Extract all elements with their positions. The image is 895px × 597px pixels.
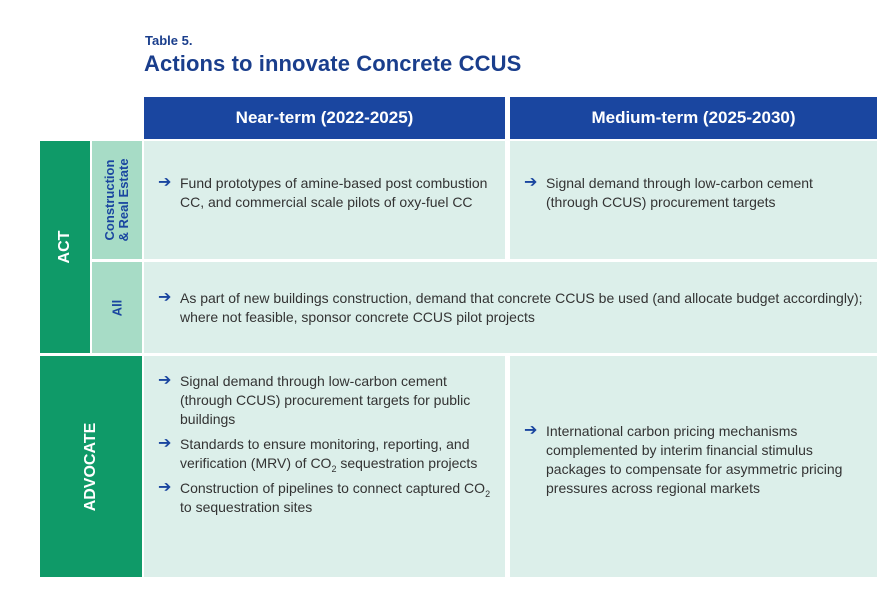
bullet-text: Signal demand through low-carbon cement … [546, 175, 813, 210]
bullet-item: ➔ As part of new buildings construction,… [158, 289, 863, 327]
column-header-near-term: Near-term (2022-2025) [144, 97, 505, 139]
row-label-construction-text: Construction & Real Estate [102, 158, 131, 242]
cell-advocate-near-term: ➔ Signal demand through low-carbon cemen… [144, 356, 505, 577]
cell-construction-medium-term: ➔ Signal demand through low-carbon cemen… [510, 141, 877, 259]
arrow-icon: ➔ [524, 174, 538, 191]
row-label-all: All [92, 262, 142, 353]
cell-all-spanning: ➔ As part of new buildings construction,… [144, 262, 877, 353]
bullet-item: ➔ International carbon pricing mechanism… [524, 422, 863, 498]
bullet-item: ➔ Construction of pipelines to connect c… [158, 479, 491, 517]
table-caption: Table 5. [145, 33, 193, 48]
arrow-icon: ➔ [158, 289, 172, 306]
bullet-item: ➔ Fund prototypes of amine-based post co… [158, 174, 491, 212]
arrow-icon: ➔ [158, 372, 172, 389]
group-label-act-text: ACT [56, 230, 73, 264]
bullet-text: Construction of pipelines to connect cap… [180, 480, 491, 515]
group-label-act: ACT [40, 141, 90, 353]
bullet-text: As part of new buildings construction, d… [180, 290, 863, 325]
arrow-icon: ➔ [524, 422, 538, 439]
bullet-item: ➔ Signal demand through low-carbon cemen… [158, 372, 491, 429]
bullet-text: Fund prototypes of amine-based post comb… [180, 175, 488, 210]
bullet-text: Signal demand through low-carbon cement … [180, 373, 471, 427]
group-label-advocate-text: ADVOCATE [82, 422, 99, 511]
group-label-advocate: ADVOCATE [40, 356, 142, 577]
cell-advocate-medium-term: ➔ International carbon pricing mechanism… [510, 356, 877, 577]
row-label-all-text: All [109, 299, 125, 316]
bullet-item: ➔ Standards to ensure monitoring, report… [158, 435, 491, 473]
bullet-text: Standards to ensure monitoring, reportin… [180, 436, 478, 474]
arrow-icon: ➔ [158, 479, 172, 496]
arrow-icon: ➔ [158, 435, 172, 452]
bullet-item: ➔ Signal demand through low-carbon cemen… [524, 174, 863, 212]
column-header-medium-term: Medium-term (2025-2030) [510, 97, 877, 139]
row-label-construction: Construction & Real Estate [92, 141, 142, 259]
arrow-icon: ➔ [158, 174, 172, 191]
cell-construction-near-term: ➔ Fund prototypes of amine-based post co… [144, 141, 505, 259]
bullet-text: International carbon pricing mechanisms … [546, 423, 843, 496]
table-title: Actions to innovate Concrete CCUS [144, 51, 522, 76]
